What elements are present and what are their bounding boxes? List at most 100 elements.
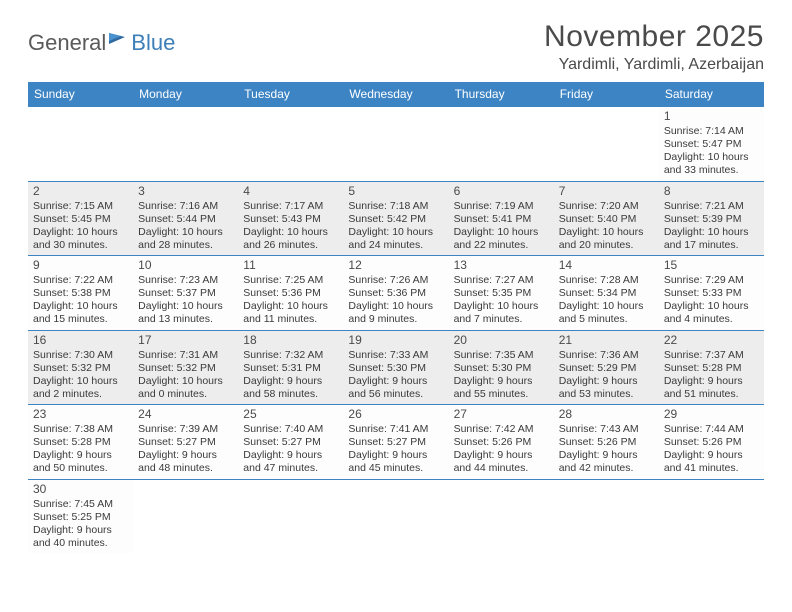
day-cell: 20Sunrise: 7:35 AMSunset: 5:30 PMDayligh… [449,331,554,405]
sunset-line: Sunset: 5:43 PM [243,213,338,226]
day-number: 22 [664,333,759,348]
sunset-line: Sunset: 5:37 PM [138,287,233,300]
flag-icon [107,30,129,56]
daylight-line: Daylight: 9 hours and 53 minutes. [559,375,654,401]
weekday-header: Saturday [659,82,764,107]
day-number: 2 [33,184,128,199]
sunset-line: Sunset: 5:45 PM [33,213,128,226]
day-cell: 8Sunrise: 7:21 AMSunset: 5:39 PMDaylight… [659,182,764,256]
weekday-header: Sunday [28,82,133,107]
day-cell: 30Sunrise: 7:45 AMSunset: 5:25 PMDayligh… [28,480,133,554]
daylight-line: Daylight: 9 hours and 56 minutes. [348,375,443,401]
sunrise-line: Sunrise: 7:31 AM [138,349,233,362]
sunset-line: Sunset: 5:25 PM [33,511,128,524]
sunset-line: Sunset: 5:29 PM [559,362,654,375]
sunrise-line: Sunrise: 7:40 AM [243,423,338,436]
daylight-line: Daylight: 9 hours and 42 minutes. [559,449,654,475]
day-number: 26 [348,407,443,422]
calendar-week: 2Sunrise: 7:15 AMSunset: 5:45 PMDaylight… [28,182,764,257]
sunrise-line: Sunrise: 7:17 AM [243,200,338,213]
empty-day-cell [133,480,238,554]
sunset-line: Sunset: 5:47 PM [664,138,759,151]
day-number: 17 [138,333,233,348]
day-cell: 5Sunrise: 7:18 AMSunset: 5:42 PMDaylight… [343,182,448,256]
sunrise-line: Sunrise: 7:21 AM [664,200,759,213]
day-cell: 18Sunrise: 7:32 AMSunset: 5:31 PMDayligh… [238,331,343,405]
day-number: 21 [559,333,654,348]
sunrise-line: Sunrise: 7:37 AM [664,349,759,362]
sunset-line: Sunset: 5:36 PM [243,287,338,300]
daylight-line: Daylight: 10 hours and 17 minutes. [664,226,759,252]
calendar-week: 9Sunrise: 7:22 AMSunset: 5:38 PMDaylight… [28,256,764,331]
daylight-line: Daylight: 9 hours and 45 minutes. [348,449,443,475]
sunset-line: Sunset: 5:28 PM [664,362,759,375]
sunset-line: Sunset: 5:34 PM [559,287,654,300]
day-cell: 22Sunrise: 7:37 AMSunset: 5:28 PMDayligh… [659,331,764,405]
brand-blue: Blue [131,30,175,56]
day-number: 19 [348,333,443,348]
sunset-line: Sunset: 5:41 PM [454,213,549,226]
sunrise-line: Sunrise: 7:23 AM [138,274,233,287]
sunset-line: Sunset: 5:44 PM [138,213,233,226]
location-subtitle: Yardimli, Yardimli, Azerbaijan [544,56,764,74]
day-number: 27 [454,407,549,422]
calendar-week: 30Sunrise: 7:45 AMSunset: 5:25 PMDayligh… [28,480,764,554]
day-cell: 24Sunrise: 7:39 AMSunset: 5:27 PMDayligh… [133,405,238,479]
sunrise-line: Sunrise: 7:41 AM [348,423,443,436]
day-number: 1 [664,109,759,124]
day-cell: 21Sunrise: 7:36 AMSunset: 5:29 PMDayligh… [554,331,659,405]
sunset-line: Sunset: 5:42 PM [348,213,443,226]
day-number: 8 [664,184,759,199]
day-cell: 23Sunrise: 7:38 AMSunset: 5:28 PMDayligh… [28,405,133,479]
day-cell: 14Sunrise: 7:28 AMSunset: 5:34 PMDayligh… [554,256,659,330]
weekday-header: Monday [133,82,238,107]
day-cell: 15Sunrise: 7:29 AMSunset: 5:33 PMDayligh… [659,256,764,330]
daylight-line: Daylight: 10 hours and 24 minutes. [348,226,443,252]
empty-day-cell [28,107,133,181]
sunset-line: Sunset: 5:35 PM [454,287,549,300]
day-number: 18 [243,333,338,348]
sunset-line: Sunset: 5:31 PM [243,362,338,375]
day-number: 23 [33,407,128,422]
sunrise-line: Sunrise: 7:16 AM [138,200,233,213]
day-cell: 6Sunrise: 7:19 AMSunset: 5:41 PMDaylight… [449,182,554,256]
weekday-header: Friday [554,82,659,107]
day-cell: 25Sunrise: 7:40 AMSunset: 5:27 PMDayligh… [238,405,343,479]
empty-day-cell [238,480,343,554]
daylight-line: Daylight: 9 hours and 50 minutes. [33,449,128,475]
sunrise-line: Sunrise: 7:29 AM [664,274,759,287]
daylight-line: Daylight: 10 hours and 2 minutes. [33,375,128,401]
day-number: 11 [243,258,338,273]
sunrise-line: Sunrise: 7:18 AM [348,200,443,213]
empty-day-cell [449,107,554,181]
sunrise-line: Sunrise: 7:32 AM [243,349,338,362]
day-cell: 16Sunrise: 7:30 AMSunset: 5:32 PMDayligh… [28,331,133,405]
day-number: 3 [138,184,233,199]
daylight-line: Daylight: 9 hours and 48 minutes. [138,449,233,475]
day-cell: 12Sunrise: 7:26 AMSunset: 5:36 PMDayligh… [343,256,448,330]
sunrise-line: Sunrise: 7:33 AM [348,349,443,362]
empty-day-cell [343,480,448,554]
day-cell: 19Sunrise: 7:33 AMSunset: 5:30 PMDayligh… [343,331,448,405]
sunset-line: Sunset: 5:30 PM [454,362,549,375]
calendar-week: 23Sunrise: 7:38 AMSunset: 5:28 PMDayligh… [28,405,764,480]
sunset-line: Sunset: 5:26 PM [664,436,759,449]
sunset-line: Sunset: 5:26 PM [559,436,654,449]
daylight-line: Daylight: 10 hours and 7 minutes. [454,300,549,326]
day-number: 10 [138,258,233,273]
day-cell: 27Sunrise: 7:42 AMSunset: 5:26 PMDayligh… [449,405,554,479]
sunset-line: Sunset: 5:28 PM [33,436,128,449]
sunrise-line: Sunrise: 7:44 AM [664,423,759,436]
daylight-line: Daylight: 9 hours and 58 minutes. [243,375,338,401]
day-cell: 1Sunrise: 7:14 AMSunset: 5:47 PMDaylight… [659,107,764,181]
daylight-line: Daylight: 10 hours and 9 minutes. [348,300,443,326]
brand-logo: General Blue [28,30,175,56]
daylight-line: Daylight: 9 hours and 51 minutes. [664,375,759,401]
month-title: November 2025 [544,20,764,54]
sunrise-line: Sunrise: 7:39 AM [138,423,233,436]
sunrise-line: Sunrise: 7:26 AM [348,274,443,287]
weekday-header: Tuesday [238,82,343,107]
daylight-line: Daylight: 10 hours and 11 minutes. [243,300,338,326]
daylight-line: Daylight: 10 hours and 20 minutes. [559,226,654,252]
day-number: 24 [138,407,233,422]
